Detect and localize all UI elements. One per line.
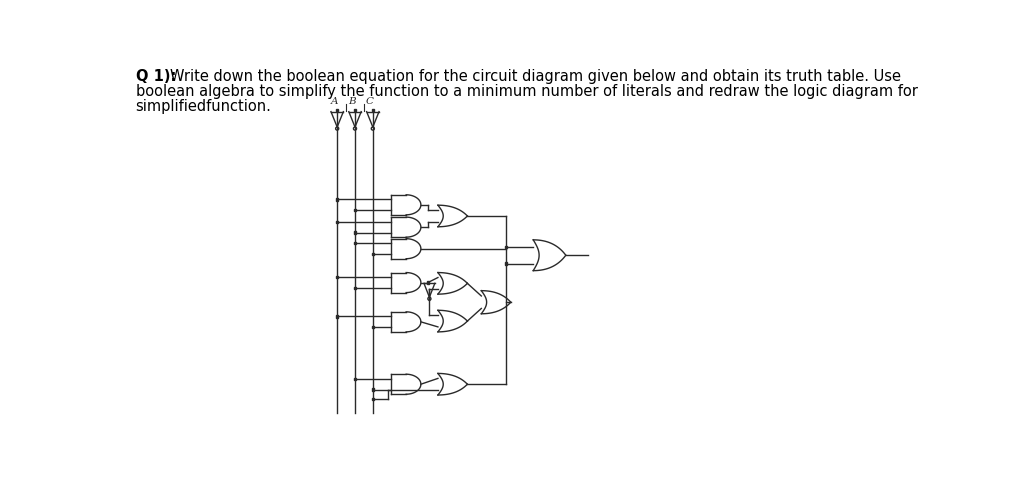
Bar bbox=[354, 231, 356, 234]
Text: boolean algebra to simplify the function to a minimum number of literals and red: boolean algebra to simplify the function… bbox=[135, 83, 918, 98]
Bar bbox=[336, 276, 339, 278]
Bar bbox=[427, 282, 429, 284]
Bar bbox=[372, 253, 374, 255]
Bar bbox=[336, 315, 339, 318]
Text: A: A bbox=[331, 97, 338, 106]
Text: B: B bbox=[348, 97, 356, 106]
Bar bbox=[372, 109, 374, 111]
Bar bbox=[336, 221, 339, 223]
Text: simplifiedfunction.: simplifiedfunction. bbox=[135, 98, 272, 114]
Bar bbox=[504, 262, 508, 265]
Text: Write down the boolean equation for the circuit diagram given below and obtain i: Write down the boolean equation for the … bbox=[170, 69, 901, 83]
Bar bbox=[354, 242, 356, 245]
Bar bbox=[372, 398, 374, 400]
Bar bbox=[354, 209, 356, 211]
Bar bbox=[336, 109, 339, 111]
Bar bbox=[504, 246, 508, 248]
Bar bbox=[336, 198, 339, 201]
Bar bbox=[354, 287, 356, 289]
Bar bbox=[372, 388, 374, 391]
Bar bbox=[354, 377, 356, 380]
Bar bbox=[372, 326, 374, 329]
Text: Q 1):: Q 1): bbox=[135, 69, 176, 83]
Bar bbox=[354, 109, 356, 111]
Text: C: C bbox=[366, 97, 374, 106]
